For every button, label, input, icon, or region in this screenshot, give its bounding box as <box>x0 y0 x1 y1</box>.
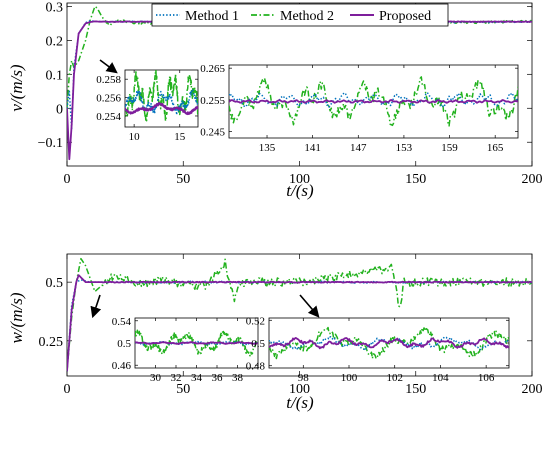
y-tick-label: 0.3 <box>46 0 64 15</box>
x-tick-label-inset: 141 <box>304 142 321 154</box>
y-tick-label-inset: 0.245 <box>200 127 225 139</box>
legend-label: Method 1 <box>185 9 239 24</box>
series-line-method-2 <box>67 257 532 372</box>
inset-1: 30 32 34 36 38 0.46 0.5 0.54 <box>112 316 259 384</box>
x-tick-label-inset: 135 <box>259 142 276 154</box>
y-tick-label-inset: 0.5 <box>117 338 131 350</box>
x-tick-label: 100 <box>289 382 310 397</box>
y-tick-label: 0.5 <box>46 276 64 291</box>
top-panel: 0 50 100 150 200 −0.1 0 0.1 0.2 0.3 v/(m/s) t/(s) 10… <box>7 0 543 200</box>
legend-label: Proposed <box>379 9 431 24</box>
series-line-proposed <box>229 99 518 104</box>
series-line-proposed <box>269 337 509 350</box>
x-tick-label-inset: 159 <box>441 142 458 154</box>
zoom-arrow <box>99 59 118 74</box>
y-tick-label-inset: 0.52 <box>246 315 265 327</box>
series-line-proposed <box>135 341 258 345</box>
series-line-method-1 <box>125 89 198 116</box>
x-axis-label: t/(s) <box>286 393 314 412</box>
x-tick-label-inset: 102 <box>386 372 403 384</box>
x-tick-label-inset: 38 <box>232 372 244 384</box>
x-tick-label: 200 <box>522 382 543 397</box>
x-tick-label-inset: 98 <box>298 372 310 384</box>
x-tick-label: 150 <box>405 382 426 397</box>
x-tick-label-inset: 106 <box>478 372 495 384</box>
x-tick-label-inset: 100 <box>341 372 358 384</box>
legend-box <box>151 3 449 27</box>
x-axis-label: t/(s) <box>286 181 314 200</box>
x-tick-label: 50 <box>176 382 190 397</box>
y-tick-label-inset: 0.48 <box>246 361 266 373</box>
x-tick-label: 0 <box>64 382 71 397</box>
y-tick-label: −0.1 <box>38 136 63 151</box>
y-tick-label-inset: 0.54 <box>112 316 132 328</box>
y-tick-label-inset: 0.265 <box>200 63 225 75</box>
series-line-method-2 <box>229 76 518 127</box>
x-tick-label: 100 <box>289 172 310 187</box>
series-line-proposed <box>67 274 532 372</box>
x-tick-label-inset: 153 <box>396 142 413 154</box>
x-tick-label-inset: 34 <box>191 372 203 384</box>
y-tick-label: 0.2 <box>46 34 64 49</box>
y-tick-label-inset: 0.256 <box>96 93 121 105</box>
series-line-proposed <box>125 102 198 116</box>
y-tick-label: 0.1 <box>46 68 64 83</box>
x-tick-label-inset: 36 <box>212 372 224 384</box>
x-tick-label: 0 <box>64 172 71 187</box>
series-line-method-2 <box>269 326 509 360</box>
inset-series-group <box>125 70 198 122</box>
legend-label: Method 2 <box>280 9 334 24</box>
y-tick-label-inset: 0.258 <box>96 74 121 86</box>
y-tick-label: 0 <box>56 102 63 117</box>
inset-2: 98 100 102 104 106 0.48 0.5 0.52 <box>246 315 510 384</box>
y-tick-label: 0.25 <box>39 335 64 350</box>
x-tick-label: 150 <box>405 172 426 187</box>
x-tick-label-inset: 165 <box>487 142 504 154</box>
x-tick-label-inset: 15 <box>174 131 186 143</box>
series-line-method-1 <box>269 335 509 351</box>
series-line-method-2 <box>135 329 258 357</box>
inset-1: 10 15 0.254 0.256 0.258 <box>96 69 199 143</box>
inset-series-group <box>135 329 258 357</box>
x-tick-label-inset: 104 <box>432 372 449 384</box>
inset-2: 135 141 147 153 159 165 0.245 0.255 0.265 <box>200 63 519 154</box>
series-line-method-1 <box>229 91 518 109</box>
y-tick-label-inset: 0.255 <box>200 95 225 107</box>
x-tick-label-inset: 147 <box>350 142 367 154</box>
x-tick-label-inset: 32 <box>171 372 182 384</box>
series-group <box>67 257 532 372</box>
legend: Method 1 Method 2 Proposed <box>151 3 449 27</box>
inset-series-group <box>229 76 518 127</box>
x-tick-label: 200 <box>522 172 543 187</box>
y-axis-label: v/(m/s) <box>7 64 26 112</box>
zoom-arrow <box>299 294 320 318</box>
y-axis-label: w/(m/s) <box>7 292 26 343</box>
x-tick-label-inset: 10 <box>129 131 141 143</box>
inset-series-group <box>269 326 509 360</box>
y-tick-label-inset: 0.254 <box>96 111 121 123</box>
y-tick-label-inset: 0.5 <box>251 338 265 350</box>
x-tick-label: 50 <box>176 172 190 187</box>
zoom-arrow <box>90 294 102 319</box>
y-tick-label-inset: 0.46 <box>112 360 132 372</box>
x-tick-label-inset: 30 <box>150 372 162 384</box>
